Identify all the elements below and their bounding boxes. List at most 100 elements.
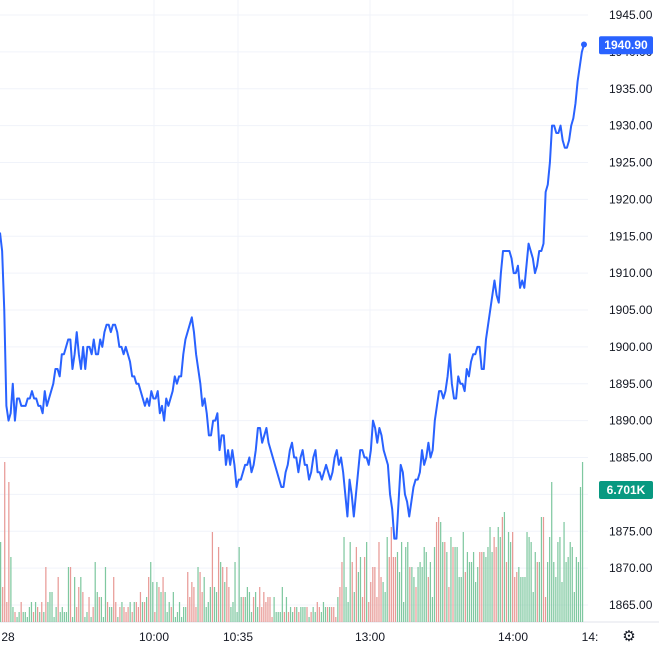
- volume-bar: [209, 587, 211, 622]
- last-price-badge-text: 1940.90: [604, 38, 648, 52]
- volume-bar: [361, 597, 364, 622]
- volume-bar: [0, 542, 2, 622]
- volume-bar: [4, 462, 6, 622]
- volume-bar: [154, 612, 156, 622]
- volume-bar: [57, 577, 59, 622]
- volume-bar: [113, 577, 115, 622]
- volume-bar: [131, 612, 133, 622]
- volume-bar: [470, 562, 473, 622]
- volume-bar: [333, 607, 335, 622]
- volume-bar: [413, 577, 415, 622]
- gear-icon[interactable]: ⚙: [622, 627, 636, 645]
- volume-bar: [477, 567, 479, 622]
- volume-bar: [100, 597, 102, 622]
- volume-bar: [123, 607, 125, 622]
- volume-bar: [491, 552, 493, 622]
- volume-bar: [497, 527, 499, 622]
- y-tick-label: 1930.00: [609, 119, 653, 133]
- volume-bar: [326, 607, 329, 622]
- price-series-line: [0, 44, 585, 540]
- volume-bar: [34, 602, 37, 622]
- volume-bar: [279, 612, 281, 622]
- volume-bar: [92, 607, 94, 622]
- volume-bar: [440, 522, 442, 622]
- volume-bar: [514, 577, 516, 622]
- volume-bar: [63, 612, 65, 622]
- volume-bar: [579, 487, 582, 622]
- volume-bar: [275, 612, 277, 622]
- volume-bar: [20, 602, 22, 622]
- volume-bar: [232, 602, 234, 622]
- volume-bar: [512, 532, 514, 622]
- volume-bar: [452, 547, 454, 622]
- volume-bar: [49, 592, 51, 622]
- volume-bar: [368, 602, 370, 622]
- volume-bar: [185, 607, 187, 622]
- volume-bar: [464, 572, 466, 622]
- volume-bar: [226, 567, 228, 622]
- volume-bar: [483, 552, 485, 622]
- volume-bar: [273, 597, 275, 622]
- volume-bar: [376, 597, 378, 622]
- volume-bar: [166, 612, 168, 622]
- volume-bar: [18, 612, 20, 622]
- volume-bar: [341, 562, 343, 622]
- volume-bar: [248, 592, 251, 622]
- volume-bar: [176, 612, 179, 622]
- volume-bar: [187, 572, 189, 622]
- volume-bar: [12, 607, 14, 622]
- volume-bar: [215, 592, 218, 622]
- volume-bar: [503, 512, 506, 622]
- volume-bar: [146, 597, 148, 622]
- last-price-badge: 1940.90: [599, 36, 653, 55]
- volume-bar: [16, 617, 18, 622]
- y-tick-label: 1910.00: [609, 266, 653, 280]
- volume-bar: [538, 562, 540, 622]
- volume-bar: [82, 592, 84, 622]
- volume-bar: [207, 602, 209, 622]
- volume-bar: [84, 617, 86, 622]
- volume-bar: [2, 587, 4, 622]
- volume-bar: [32, 612, 35, 622]
- volume-bar: [43, 612, 45, 622]
- x-tick-label: 13:00: [355, 630, 385, 644]
- volume-bar: [534, 552, 536, 622]
- volume-bar: [318, 607, 320, 622]
- volume-bar: [392, 557, 394, 622]
- volume-bar: [549, 537, 551, 622]
- volume-bar: [331, 607, 333, 622]
- volume-bar: [316, 602, 318, 622]
- volume-bar: [405, 547, 407, 622]
- volume-bar: [417, 567, 419, 622]
- volume-bar: [292, 612, 294, 622]
- volume-bar: [475, 582, 477, 622]
- volume-bar: [359, 557, 362, 622]
- volume-bar: [429, 562, 431, 622]
- volume-bar: [450, 537, 452, 622]
- volume-bar: [349, 542, 351, 622]
- volume-bar: [67, 567, 70, 622]
- volume-bar: [518, 567, 520, 622]
- volume-bar: [544, 597, 547, 622]
- volume-bar: [353, 592, 355, 622]
- volume-bar: [481, 552, 483, 622]
- x-tick-label: 14:00: [498, 630, 528, 644]
- volume-bar: [6, 602, 8, 622]
- volume-bar: [183, 607, 185, 622]
- volume-bar: [569, 542, 571, 622]
- volume-bar: [351, 562, 353, 622]
- volume-bar: [261, 607, 263, 622]
- volume-bar: [8, 482, 10, 622]
- y-tick-label: 1905.00: [609, 303, 653, 317]
- volume-bar: [374, 567, 376, 622]
- volume-bar: [271, 617, 273, 622]
- volume-bar: [191, 582, 193, 622]
- volume-bar: [252, 597, 255, 622]
- y-tick-label: 1895.00: [609, 377, 653, 391]
- volume-bar: [285, 597, 288, 622]
- volume-bar: [423, 547, 425, 622]
- volume-bar: [573, 592, 575, 622]
- volume-bar: [403, 602, 405, 622]
